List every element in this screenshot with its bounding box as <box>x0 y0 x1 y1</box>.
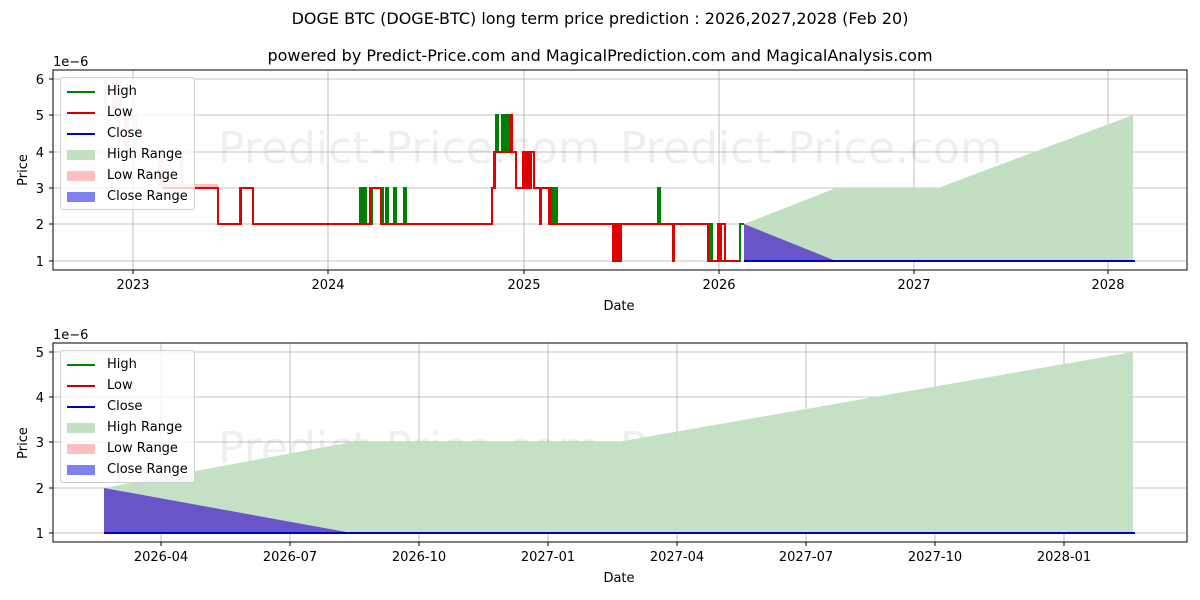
legend-line-icon <box>67 384 95 387</box>
legend-item-high: High <box>67 354 188 375</box>
legend-patch-icon <box>67 422 95 433</box>
legend-line-icon <box>67 90 95 93</box>
y-tick-label: 4 <box>36 391 44 406</box>
y-axis-label: Price <box>16 154 31 186</box>
x-tick-label: 2028 <box>1091 278 1124 293</box>
legend-patch-icon <box>67 170 95 181</box>
x-tick-label: 2027 <box>897 278 930 293</box>
high-line <box>183 114 744 262</box>
close-range-area <box>104 488 352 533</box>
y-exponent-label: 1e−6 <box>53 55 88 70</box>
top-legend: High Low Close High Range Low Range Clos… <box>60 77 195 210</box>
top-axes-frame <box>52 69 1188 271</box>
y-tick-label: 5 <box>36 109 44 124</box>
legend-item-low: Low <box>67 375 188 396</box>
x-tick-label: 2027-07 <box>779 550 833 565</box>
x-tick-label: 2027-10 <box>908 550 962 565</box>
high-range-area <box>744 115 1133 261</box>
legend-patch-icon <box>67 464 95 475</box>
low-line <box>163 114 740 262</box>
top-yticks <box>49 78 53 262</box>
chart-title: DOGE BTC (DOGE-BTC) long term price pred… <box>291 9 909 28</box>
y-tick-label: 3 <box>36 436 44 451</box>
legend-item-low: Low <box>67 102 188 123</box>
watermark: Predict-Price.com <box>218 123 601 174</box>
top-xticks <box>132 270 1109 274</box>
legend-item-close-range: Close Range <box>67 186 188 207</box>
legend-item-high-range: High Range <box>67 144 188 165</box>
legend-line-icon <box>67 405 95 408</box>
legend-item-low-range: Low Range <box>67 165 188 186</box>
legend-patch-icon <box>67 149 95 160</box>
x-tick-label: 2024 <box>311 278 344 293</box>
y-tick-label: 3 <box>36 182 44 197</box>
y-axis-label: Price <box>16 427 31 459</box>
y-tick-label: 6 <box>36 73 44 88</box>
high-range-area <box>104 352 1133 533</box>
legend-item-close: Close <box>67 123 188 144</box>
x-tick-label: 2027-04 <box>650 550 704 565</box>
y-exponent-label: 1e−6 <box>53 328 88 343</box>
top-grid <box>53 70 1187 270</box>
chart-subtitle: powered by Predict-Price.com and Magical… <box>267 46 933 65</box>
close-range-area <box>744 224 836 261</box>
bottom-xticks <box>160 542 1065 546</box>
legend-item-close: Close <box>67 396 188 417</box>
y-tick-label: 4 <box>36 146 44 161</box>
x-tick-label: 2027-01 <box>521 550 575 565</box>
x-tick-label: 2026-04 <box>134 550 188 565</box>
legend-item-close-range: Close Range <box>67 459 188 480</box>
legend-patch-icon <box>67 443 95 454</box>
x-tick-label: 2026 <box>702 278 735 293</box>
y-tick-label: 1 <box>36 527 44 542</box>
legend-line-icon <box>67 363 95 366</box>
legend-item-high: High <box>67 81 188 102</box>
legend-line-icon <box>67 132 95 135</box>
y-tick-label: 5 <box>36 346 44 361</box>
legend-line-icon <box>67 111 95 114</box>
x-tick-label: 2025 <box>507 278 540 293</box>
bottom-legend: High Low Close High Range Low Range Clos… <box>60 350 195 483</box>
x-tick-label: 2026-07 <box>263 550 317 565</box>
top-chart: Predict-Price.com Predict-Price.com <box>16 55 1188 314</box>
x-tick-label: 2023 <box>116 278 149 293</box>
y-tick-label: 2 <box>36 218 44 233</box>
y-tick-label: 2 <box>36 482 44 497</box>
x-tick-label: 2028-01 <box>1037 550 1091 565</box>
legend-patch-icon <box>67 191 95 202</box>
x-axis-label: Date <box>603 299 634 314</box>
legend-item-low-range: Low Range <box>67 438 188 459</box>
y-tick-label: 1 <box>36 255 44 270</box>
bottom-yticks <box>49 351 53 534</box>
x-axis-label: Date <box>603 571 634 586</box>
x-tick-label: 2026-10 <box>392 550 446 565</box>
bottom-chart: Predict-Price.com Predict-Price.com 5 4 … <box>16 328 1188 586</box>
watermark: Predict-Price.com <box>620 123 1003 174</box>
legend-item-high-range: High Range <box>67 417 188 438</box>
